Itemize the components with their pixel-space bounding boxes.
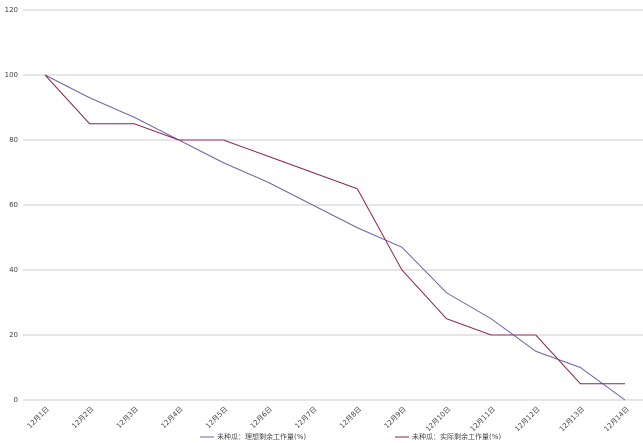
x-tick-label: 12月7日	[294, 405, 319, 430]
legend-label: 未种瓜：实际剩余工作量(%)	[412, 432, 501, 441]
x-tick-label: 12月9日	[383, 405, 408, 430]
y-tick-label: 80	[9, 136, 18, 144]
y-tick-label: 120	[5, 6, 18, 14]
x-tick-label: 12月10日	[424, 405, 452, 433]
y-tick-label: 100	[5, 71, 18, 79]
line-series	[44, 74, 626, 401]
legend-label: 未种瓜：理想剩余工作量(%)	[217, 432, 306, 441]
x-tick-label: 12月8日	[338, 405, 363, 430]
x-tick-label: 12月3日	[115, 405, 140, 430]
y-tick-label: 60	[9, 201, 18, 209]
x-tick-label: 12月2日	[70, 405, 95, 430]
y-tick-label: 20	[9, 331, 18, 339]
y-tick-label: 40	[9, 266, 18, 274]
x-tick-label: 12月4日	[160, 405, 185, 430]
x-tick-label: 12月6日	[249, 405, 274, 430]
x-tick-label: 12月5日	[204, 405, 229, 430]
x-tick-label: 12月12日	[513, 405, 541, 433]
line-series	[44, 74, 625, 385]
x-tick-label: 12月13日	[558, 405, 586, 433]
x-tick-label: 12月11日	[469, 405, 497, 433]
x-tick-label: 12月14日	[603, 405, 631, 433]
x-tick-label: 12月1日	[26, 405, 51, 430]
y-tick-label: 0	[14, 396, 18, 404]
